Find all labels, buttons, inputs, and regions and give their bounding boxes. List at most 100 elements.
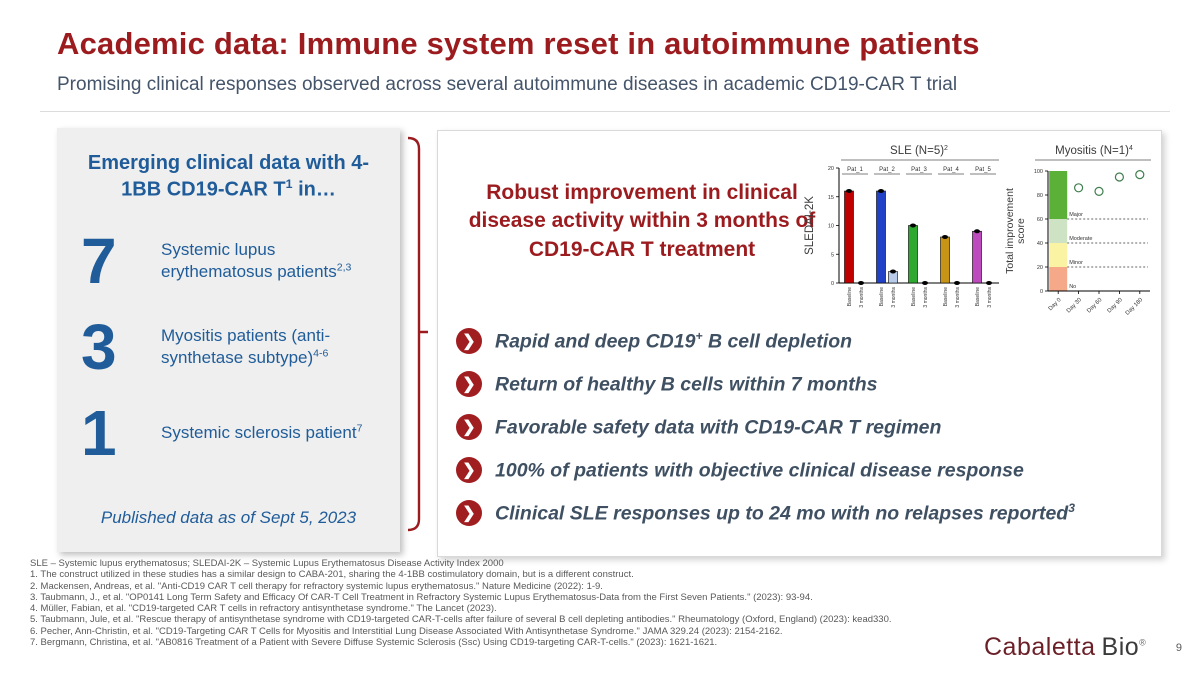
svg-text:Baseline: Baseline	[975, 287, 981, 306]
bullet-clinical-response: ❯ 100% of patients with objective clinic…	[456, 456, 1147, 484]
stat-label-sle-sup: 2,3	[336, 261, 352, 273]
svg-text:3 months: 3 months	[891, 287, 897, 308]
box-heading-sup: 1	[285, 177, 293, 191]
stat-label-myositis-sup: 4-6	[313, 347, 329, 359]
header-divider	[40, 111, 1170, 112]
svg-text:Day 90: Day 90	[1107, 297, 1124, 314]
footnote-line: 6. Pecher, Ann-Christin, et al. "CD19-Ta…	[30, 625, 783, 637]
box-heading-post: in…	[292, 178, 336, 201]
svg-text:10: 10	[828, 224, 834, 230]
svg-text:Baseline: Baseline	[911, 287, 917, 306]
svg-text:15: 15	[828, 195, 834, 201]
page-subtitle: Promising clinical responses observed ac…	[57, 74, 958, 95]
bullet-list: ❯ Rapid and deep CD19+ B cell depletion …	[456, 327, 1147, 542]
svg-text:Pat_3: Pat_3	[911, 167, 927, 173]
chevron-icon: ❯	[456, 414, 482, 440]
bullet-post: B cell depletion	[702, 330, 853, 353]
svg-text:20: 20	[1037, 265, 1043, 271]
bullet-pre: Favorable safety data with CD19-CAR T re…	[495, 416, 942, 439]
page-title: Academic data: Immune system reset in au…	[57, 26, 980, 61]
stat-label-myositis-text: Myositis patients (anti-synthetase subty…	[161, 326, 331, 367]
svg-text:0: 0	[1040, 289, 1043, 295]
svg-text:Pat_4: Pat_4	[943, 167, 959, 173]
svg-text:100: 100	[1034, 169, 1043, 175]
bullet-text: Return of healthy B cells within 7 month…	[495, 372, 877, 397]
svg-text:3 months: 3 months	[955, 287, 961, 308]
svg-text:3 months: 3 months	[923, 287, 929, 308]
emerging-data-box: Emerging clinical data with 4-1BB CD19-C…	[57, 128, 400, 552]
svg-text:40: 40	[1037, 241, 1043, 247]
stat-label-myositis: Myositis patients (anti-synthetase subty…	[153, 325, 389, 368]
bullet-healthy-b-cells: ❯ Return of healthy B cells within 7 mon…	[456, 370, 1147, 398]
bullet-pre: 100% of patients with objective clinical…	[495, 459, 1024, 482]
results-panel: Robust improvement in clinical disease a…	[437, 130, 1162, 557]
box-heading-text: Emerging clinical data with 4-1BB CD19-C…	[87, 152, 370, 201]
svg-text:SLEDAI-2K: SLEDAI-2K	[804, 196, 816, 255]
chevron-icon: ❯	[456, 371, 482, 397]
footnote-line: 7. Bergmann, Christina, et al. "AB0816 T…	[30, 637, 718, 649]
stat-label-sle-text: Systemic lupus erythematosus patients	[161, 240, 337, 281]
svg-text:Day 0: Day 0	[1048, 297, 1063, 312]
svg-text:Myositis (N=1)4: Myositis (N=1)4	[1055, 145, 1133, 157]
bullet-text: Clinical SLE responses up to 24 mo with …	[495, 501, 1075, 526]
svg-text:3 months: 3 months	[859, 287, 865, 308]
footnote-line: SLE – Systemic lupus erythematosus; SLED…	[30, 558, 504, 569]
bullet-text: 100% of patients with objective clinical…	[495, 458, 1024, 483]
svg-text:Day 30: Day 30	[1066, 297, 1083, 314]
bullet-sup: 3	[1068, 500, 1075, 515]
bullet-text: Rapid and deep CD19+ B cell depletion	[495, 329, 852, 354]
chevron-icon: ❯	[456, 500, 482, 526]
chevron-icon: ❯	[456, 328, 482, 354]
published-note: Published data as of Sept 5, 2023	[100, 508, 357, 527]
svg-text:Baseline: Baseline	[879, 287, 885, 306]
svg-text:Pat_1: Pat_1	[847, 167, 863, 173]
svg-text:3 months: 3 months	[987, 287, 993, 308]
stat-label-sclerosis: Systemic sclerosis patient7	[153, 422, 389, 443]
bullet-text: Favorable safety data with CD19-CAR T re…	[495, 415, 941, 440]
svg-text:Minor: Minor	[1069, 260, 1083, 266]
sle-chart: SLE (N=5)2 0 5 10 15 20 SLEDAI-2K Pat_1 Baseline…	[801, 141, 1003, 336]
svg-text:Baseline: Baseline	[943, 287, 949, 306]
svg-text:Pat_2: Pat_2	[879, 167, 895, 173]
stat-row-sle: 7 Systemic lupus erythematosus patients2…	[81, 229, 390, 293]
bullet-sup: +	[695, 328, 703, 343]
page-number: 9	[1175, 642, 1182, 654]
registered-mark-icon: ®	[1139, 637, 1147, 648]
svg-text:Day 60: Day 60	[1086, 297, 1103, 314]
svg-text:Total improvement: Total improvement	[1004, 188, 1016, 274]
bullet-b-cell-depletion: ❯ Rapid and deep CD19+ B cell depletion	[456, 327, 1147, 355]
panel-headline: Robust improvement in clinical disease a…	[468, 181, 816, 261]
chevron-icon: ❯	[456, 457, 482, 483]
footnote-line: 1. The construct utilized in these studi…	[30, 569, 634, 581]
bullet-pre: Rapid and deep CD19	[495, 330, 696, 353]
myositis-chart: Myositis (N=1)4 Major Moderate Minor No 0 20 40…	[1003, 141, 1155, 336]
bullet-pre: Clinical SLE responses up to 24 mo with …	[495, 502, 1069, 525]
bullet-pre: Return of healthy B cells within 7 month…	[495, 373, 878, 396]
svg-text:No: No	[1069, 284, 1076, 290]
svg-text:Day 180: Day 180	[1125, 297, 1145, 317]
svg-text:5: 5	[831, 252, 834, 258]
stat-label-sle: Systemic lupus erythematosus patients2,3	[153, 239, 389, 282]
footnote-line: 3. Taubmann, J., et al. "OP0141 Long Ter…	[30, 591, 813, 603]
stat-number-sle: 7	[81, 224, 117, 297]
svg-text:80: 80	[1037, 193, 1043, 199]
bracket-shape	[407, 136, 428, 532]
stat-label-sclerosis-sup: 7	[356, 422, 363, 435]
stat-row-myositis: 3 Myositis patients (anti-synthetase sub…	[81, 315, 390, 379]
logo-suffix-text: Bio	[1101, 633, 1140, 661]
charts-area: SLE (N=5)2 0 5 10 15 20 SLEDAI-2K Pat_1 Baseline…	[801, 141, 1155, 336]
svg-text:score: score	[1015, 218, 1027, 244]
svg-text:Major: Major	[1069, 212, 1083, 218]
bullet-sle-responses: ❯ Clinical SLE responses up to 24 mo wit…	[456, 499, 1147, 527]
bullet-safety-data: ❯ Favorable safety data with CD19-CAR T …	[456, 413, 1147, 441]
logo-brand-text: Cabaletta	[984, 633, 1096, 661]
cabaletta-bio-logo: Cabaletta Bio®	[984, 633, 1146, 662]
svg-text:60: 60	[1037, 217, 1043, 223]
svg-text:Pat_5: Pat_5	[975, 167, 991, 173]
svg-text:20: 20	[828, 166, 834, 172]
footnote-line: 4. Müller, Fabian, et al. "CD19-targeted…	[30, 603, 497, 615]
footnotes: SLE – Systemic lupus erythematosus; SLED…	[30, 558, 1180, 648]
svg-text:0: 0	[831, 281, 834, 287]
svg-text:SLE (N=5)2: SLE (N=5)2	[890, 145, 948, 157]
